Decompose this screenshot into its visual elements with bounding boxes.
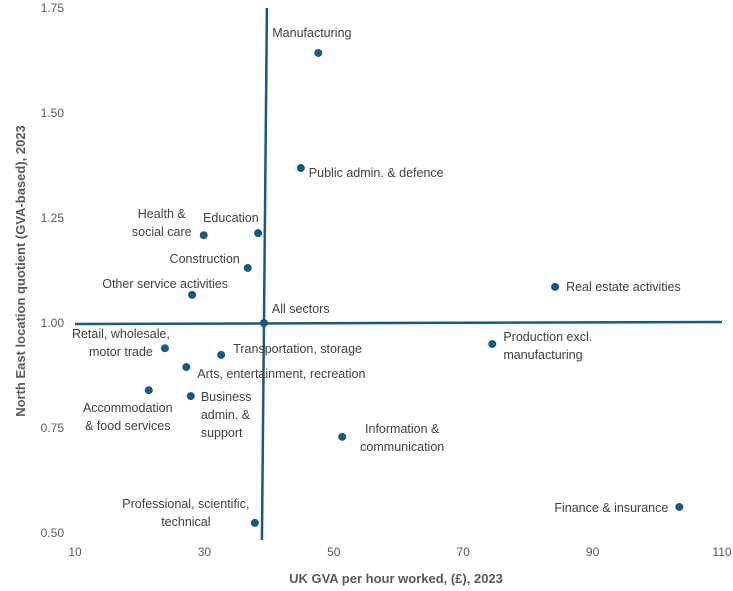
y-tick-label: 1.25 xyxy=(41,211,65,225)
data-label: Business xyxy=(201,390,252,404)
data-point-group: Information & communication xyxy=(338,422,444,454)
data-label: Manufacturing xyxy=(272,26,351,40)
x-tick-label: 110 xyxy=(712,545,731,559)
x-tick-label: 30 xyxy=(198,545,212,559)
data-point-group: Accommodation & food services xyxy=(83,386,173,433)
data-label: Professional, scientific, xyxy=(122,497,249,511)
data-point xyxy=(296,164,305,173)
data-point xyxy=(144,386,153,395)
data-point xyxy=(338,432,347,441)
data-point-group: Construction xyxy=(170,252,252,272)
data-label: Health & xyxy=(138,207,187,221)
y-tick-label: 0.75 xyxy=(41,421,65,435)
reference-line-vertical xyxy=(260,7,269,541)
data-label: Information & xyxy=(365,422,440,436)
data-point-group: All sectors xyxy=(259,302,330,327)
data-label: Education xyxy=(203,211,259,225)
data-point-group: Retail, wholesale, motor trade xyxy=(72,327,170,359)
data-point xyxy=(254,229,263,238)
data-point-group: Finance & insurance xyxy=(554,501,684,515)
data-label: Other service activities xyxy=(102,277,228,291)
data-point-group: Real estate activities xyxy=(551,280,681,294)
y-tick-label: 1.00 xyxy=(41,316,65,330)
x-tick-label: 70 xyxy=(457,545,471,559)
data-point xyxy=(314,48,323,57)
data-label: social care xyxy=(132,225,192,239)
data-label: communication xyxy=(360,440,444,454)
data-label: & food services xyxy=(85,419,170,433)
data-point xyxy=(259,319,268,327)
y-tick-label: 1.75 xyxy=(41,1,65,15)
data-point xyxy=(488,340,497,348)
data-point xyxy=(182,363,191,372)
reference-line-horizontal xyxy=(74,320,723,326)
data-point xyxy=(186,392,195,401)
data-point xyxy=(250,518,259,527)
x-tick-label: 50 xyxy=(327,545,341,559)
y-tick-label: 0.50 xyxy=(41,526,65,540)
y-tick-label: 1.50 xyxy=(41,106,65,120)
data-point-group: Business admin. & support xyxy=(186,390,252,440)
data-point xyxy=(217,350,226,359)
data-point xyxy=(160,344,169,353)
data-label: All sectors xyxy=(272,302,330,316)
x-tick-label: 10 xyxy=(68,545,82,559)
data-label: admin. & xyxy=(201,408,251,422)
data-point-group: Manufacturing xyxy=(272,26,352,57)
data-point xyxy=(551,282,560,291)
data-point-group: Arts, entertainment, recreation xyxy=(182,363,365,381)
data-label: Transportation, storage xyxy=(233,342,362,356)
data-point-group: Other service activities xyxy=(102,277,228,299)
data-label: motor trade xyxy=(89,345,153,359)
y-axis-ticks: 0.50 0.75 1.00 1.25 1.50 1.75 xyxy=(41,1,65,540)
data-label: Finance & insurance xyxy=(554,501,668,515)
data-point xyxy=(188,290,197,299)
data-point-group: Education xyxy=(203,211,263,238)
data-label: Production excl. xyxy=(503,330,592,344)
x-axis-title: UK GVA per hour worked, (£), 2023 xyxy=(289,571,503,586)
data-point xyxy=(675,502,684,511)
x-tick-label: 90 xyxy=(586,545,600,559)
data-label: technical xyxy=(161,515,210,529)
data-point-group: Professional, scientific, technical xyxy=(122,497,259,529)
data-points: Manufacturing Public admin. & defence Heal… xyxy=(72,26,684,529)
data-label: Public admin. & defence xyxy=(309,166,444,180)
data-point-group: Public admin. & defence xyxy=(296,164,444,180)
data-label: Arts, entertainment, recreation xyxy=(197,367,365,381)
data-point xyxy=(199,231,208,240)
data-label: Accommodation xyxy=(83,401,173,415)
data-point-group: Health & social care xyxy=(132,207,208,240)
x-axis-ticks: 10 30 50 70 90 110 xyxy=(68,545,732,559)
reference-lines xyxy=(74,7,723,541)
data-label: Real estate activities xyxy=(566,280,681,294)
y-axis-title: North East location quotient (GVA-based)… xyxy=(13,125,28,417)
data-point-group: Transportation, storage xyxy=(217,342,362,359)
data-label: manufacturing xyxy=(503,348,582,362)
data-point xyxy=(243,263,252,272)
data-label: Construction xyxy=(170,252,240,266)
data-point-group: Production excl. manufacturing xyxy=(488,330,592,362)
data-label: support xyxy=(201,426,243,440)
data-label: Retail, wholesale, xyxy=(72,327,170,341)
